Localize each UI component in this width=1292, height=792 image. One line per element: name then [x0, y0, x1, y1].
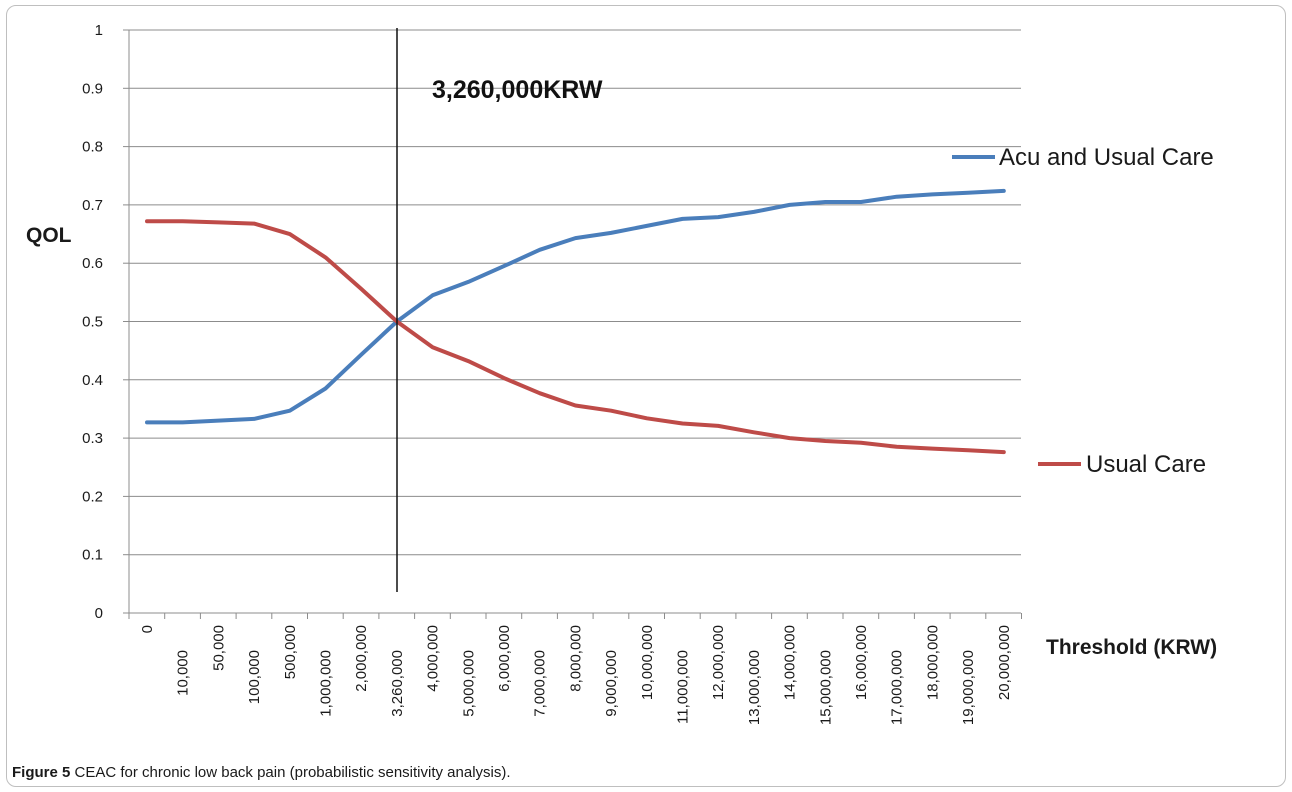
y-axis-label: QOL [26, 224, 72, 247]
gridlines [129, 29, 1021, 556]
x-tick-label: 15,000,000 [817, 650, 834, 725]
y-tick-label: 0.2 [82, 488, 103, 505]
series-lines [145, 188, 1006, 455]
y-tick-label: 0 [95, 605, 103, 622]
series-line-acu-and-usual-care [145, 188, 1006, 425]
x-tick-label: 19,000,000 [960, 650, 977, 725]
figure-frame [6, 5, 1286, 787]
x-tick-label: 500,000 [282, 625, 299, 679]
legend-label: Usual Care [1086, 451, 1206, 478]
caption-label: Figure 5 [12, 764, 71, 781]
x-tick-label: 11,000,000 [675, 650, 692, 724]
x-tick-label: 18,000,000 [924, 625, 941, 700]
figure-caption: Figure 5 CEAC for chronic low back pain … [12, 764, 511, 781]
legend-item: Usual Care [1038, 451, 1206, 478]
x-tick-label: 1,000,000 [318, 650, 335, 717]
x-tick-label: 13,000,000 [746, 650, 763, 725]
caption-text: CEAC for chronic low back pain (probabil… [70, 764, 511, 781]
x-tick-label: 20,000,000 [996, 625, 1013, 700]
x-tick-label: 12,000,000 [710, 625, 727, 700]
x-tick-label: 4,000,000 [425, 625, 442, 692]
y-tick-label: 0.3 [82, 430, 103, 447]
x-tick-label: 16,000,000 [853, 625, 870, 700]
y-tick-labels: 0 0.1 0.2 0.3 0.4 0.5 0.6 0.7 0.8 0.9 1 [82, 22, 103, 622]
x-tick-label: 7,000,000 [532, 650, 549, 717]
y-tick-label: 0.9 [82, 80, 103, 97]
y-tick-label: 0.4 [82, 372, 103, 389]
x-axis-label: Threshold (KRW) [1046, 636, 1217, 659]
x-tick-label: 17,000,000 [889, 650, 906, 725]
y-tick-label: 0.5 [82, 314, 103, 331]
x-tick-label: 50,000 [210, 625, 227, 671]
y-tick-label: 1 [95, 22, 103, 39]
x-tick-label: 3,260,000 [389, 650, 406, 717]
axes [123, 29, 1022, 619]
legend: Acu and Usual Care Usual Care [952, 144, 1214, 478]
threshold-label: 3,260,000KRW [432, 76, 603, 104]
legend-item: Acu and Usual Care [952, 144, 1214, 171]
x-tick-label: 9,000,000 [603, 650, 620, 717]
x-tick-labels: 0 10,000 50,000 100,000 500,000 1,000,000 2,00… [139, 625, 1013, 725]
x-tick-label: 10,000 [175, 650, 192, 696]
x-tick-label: 0 [139, 625, 156, 633]
x-tick-label: 6,000,000 [496, 625, 513, 692]
legend-label: Acu and Usual Care [999, 144, 1214, 171]
x-tick-label: 2,000,000 [353, 625, 370, 692]
y-tick-label: 0.6 [82, 255, 103, 272]
x-tick-label: 14,000,000 [782, 625, 799, 700]
y-tick-label: 0.7 [82, 197, 103, 214]
x-tick-label: 5,000,000 [460, 650, 477, 717]
series-line-usual-care [145, 219, 1006, 455]
y-tick-label: 0.1 [82, 547, 103, 564]
x-tick-label: 8,000,000 [567, 625, 584, 692]
y-tick-label: 0.8 [82, 139, 103, 156]
x-tick-label: 10,000,000 [639, 625, 656, 700]
threshold-annotation: 3,260,000KRW [396, 28, 603, 592]
x-tick-label: 100,000 [246, 650, 263, 704]
